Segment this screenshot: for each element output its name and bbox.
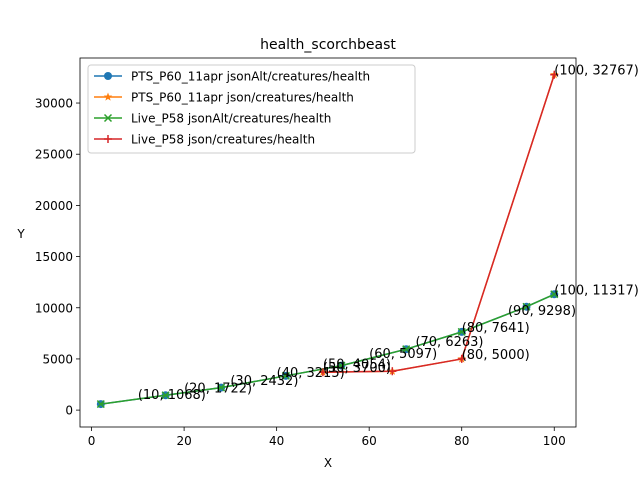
legend-marker-4 [104, 135, 112, 143]
legend-marker-3 [103, 113, 113, 123]
point-annotation: (20, 1722) [184, 381, 252, 396]
y-tick-label: 25000 [35, 148, 73, 162]
y-tick-label: 0 [65, 404, 73, 418]
point-annotation: (40, 3215) [277, 366, 345, 381]
axes-layer: 0 20 40 60 80 100 0 5000 10000 15000 20000 25000 300… [35, 57, 577, 448]
series-3-point [337, 361, 346, 370]
x-tick-label: 0 [88, 434, 96, 448]
legend-label-2: PTS_P60_11apr json/creatures/health [131, 91, 354, 105]
legend-marker-1 [104, 72, 112, 80]
series-3-point [161, 391, 170, 400]
x-tick-label: 80 [454, 434, 469, 448]
series-3-point [550, 290, 559, 299]
legend-label-4: Live_P58 json/creatures/health [131, 133, 315, 147]
legend-label-3: Live_P58 jsonAlt/creatures/health [131, 112, 331, 126]
series-4-point [457, 354, 466, 363]
series-4-point [388, 367, 397, 376]
series-3-point [96, 400, 105, 409]
series-3-point [281, 371, 290, 380]
x-tick-label: 60 [362, 434, 377, 448]
series-3-point [217, 383, 226, 392]
annotation-layer: (10, 1068)(20, 1722)(30, 2432)(40, 3215)… [138, 64, 639, 403]
series-layer [96, 70, 559, 409]
series-3-point [522, 302, 531, 311]
y-tick-label: 15000 [35, 250, 73, 264]
point-annotation: (70, 6263) [415, 335, 483, 350]
x-axis-label: X [324, 456, 332, 470]
point-annotation: (10, 1068) [138, 388, 206, 403]
legend: PTS_P60_11apr jsonAlt/creatures/health PT… [87, 64, 416, 154]
chart-title: health_scorchbeast [260, 37, 396, 53]
series-4-point [318, 368, 327, 377]
series-4-point [550, 70, 559, 79]
legend-label-1: PTS_P60_11apr jsonAlt/creatures/health [131, 70, 370, 84]
series-3-point [457, 327, 466, 336]
series-line-4 [322, 74, 555, 373]
point-annotation: (80, 7641) [462, 321, 530, 336]
x-tick-label: 40 [269, 434, 284, 448]
legend-marker-2 [103, 92, 113, 101]
y-tick-label: 10000 [35, 301, 73, 315]
point-annotation: (60, 5097) [369, 347, 437, 362]
y-tick-label: 20000 [35, 199, 73, 213]
plot-frame [79, 57, 577, 428]
point-annotation: (50, 4054) [323, 358, 391, 373]
point-annotation: (100, 32767) [554, 64, 639, 79]
x-tick-label: 20 [176, 434, 191, 448]
series-3-point [402, 345, 411, 354]
y-tick-label: 5000 [42, 352, 73, 366]
x-tick-label: 100 [543, 434, 566, 448]
point-annotation: (90, 9298) [508, 304, 576, 319]
point-annotation: (80, 5000) [462, 348, 530, 363]
point-annotation: (100, 11317) [554, 283, 639, 298]
y-axis-label: Y [16, 227, 25, 241]
y-tick-label: 30000 [35, 97, 73, 111]
point-annotation: (50, 3700) [323, 361, 391, 376]
legend-box [87, 64, 416, 154]
point-annotation: (30, 2432) [230, 374, 298, 389]
